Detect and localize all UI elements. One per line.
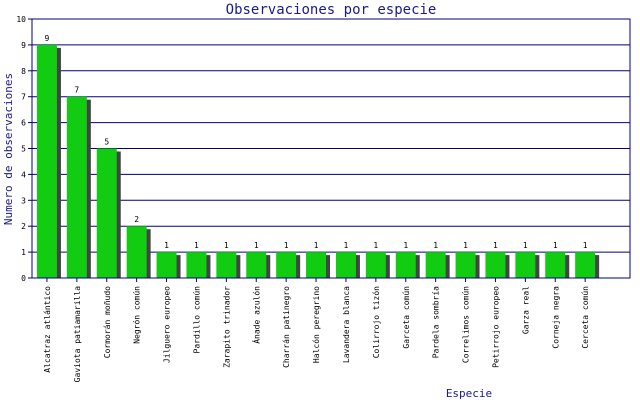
- y-tick-label-9: 9: [21, 41, 26, 50]
- bar-2: [96, 148, 117, 278]
- x-tick-label-13: Pardela sombría: [432, 286, 441, 358]
- x-tick-label-4: Jilguero europeo: [163, 286, 172, 363]
- data-label-3: 2: [134, 215, 139, 224]
- x-tick-label-3: Negrón común: [132, 286, 142, 344]
- bar-12: [395, 252, 416, 278]
- x-axis-ticks: Alcatraz atlántico Gaviota patiamarilla Co…: [43, 278, 590, 382]
- y-tick-label-7: 7: [21, 93, 26, 102]
- x-tick-label-10: Lavandera blanca: [342, 286, 351, 363]
- data-label-4: 1: [164, 241, 169, 250]
- data-label-16: 1: [523, 241, 528, 250]
- bar-15: [485, 252, 506, 278]
- y-tick-label-0: 0: [21, 274, 26, 283]
- y-tick-label-2: 2: [21, 222, 26, 231]
- x-axis-label: Especie: [446, 387, 492, 400]
- plot-frame: [31, 18, 631, 279]
- data-label-5: 1: [194, 241, 199, 250]
- bar-3: [126, 226, 147, 278]
- bar-16: [515, 252, 536, 278]
- bar-6: [216, 252, 237, 278]
- data-label-0: 9: [45, 34, 50, 43]
- data-label-10: 1: [344, 241, 349, 250]
- data-label-17: 1: [553, 241, 558, 250]
- y-tick-label-10: 10: [16, 15, 26, 24]
- x-tick-label-5: Pardillo común: [192, 286, 201, 354]
- data-label-2: 5: [104, 138, 109, 147]
- chart-title: Observaciones por especie: [226, 2, 437, 18]
- y-tick-label-3: 3: [21, 196, 26, 205]
- bar-1: [66, 96, 87, 278]
- bar-14: [455, 252, 476, 278]
- bar-5: [186, 252, 207, 278]
- data-label-14: 1: [463, 241, 468, 250]
- x-tick-label-9: Halcón peregrino: [311, 286, 321, 363]
- x-tick-label-6: Zarapito trinador: [222, 286, 231, 368]
- x-tick-label-18: Cerceta común: [581, 286, 590, 349]
- x-tick-label-12: Garceta común: [402, 286, 411, 349]
- x-tick-label-11: Colirrojo tizón: [371, 286, 381, 358]
- y-tick-label-8: 8: [21, 67, 26, 76]
- grid-lines: [32, 18, 630, 279]
- y-axis-label: Numero de observaciones: [2, 73, 15, 225]
- y-tick-label-6: 6: [21, 119, 26, 128]
- data-label-9: 1: [314, 241, 319, 250]
- x-tick-label-0: Alcatraz atlántico: [43, 286, 52, 373]
- bar-9: [306, 252, 327, 278]
- x-tick-label-17: Corneja negra: [551, 286, 560, 349]
- bar-8: [276, 252, 297, 278]
- data-label-12: 1: [403, 241, 408, 250]
- y-tick-label-1: 1: [21, 248, 26, 257]
- data-label-1: 7: [74, 86, 79, 95]
- x-tick-label-1: Gaviota patiamarilla: [73, 286, 82, 383]
- bars: [36, 44, 600, 279]
- x-tick-label-2: Cormorán moñudo: [103, 286, 112, 358]
- bar-10: [335, 252, 356, 278]
- bar-0: [36, 44, 57, 279]
- bar-18: [575, 252, 596, 278]
- y-tick-label-5: 5: [21, 145, 26, 154]
- x-tick-label-15: Petirrojo europeo: [491, 286, 500, 368]
- data-label-7: 1: [254, 241, 259, 250]
- bar-7: [246, 252, 267, 278]
- bar-11: [365, 252, 386, 278]
- bar-17: [545, 252, 566, 278]
- x-tick-label-8: Charrán patinegro: [282, 286, 291, 368]
- bar-13: [425, 252, 446, 278]
- y-tick-label-4: 4: [21, 170, 26, 179]
- x-tick-label-7: Ánade azulón: [250, 286, 261, 344]
- data-label-11: 1: [373, 241, 378, 250]
- bar-4: [156, 252, 177, 278]
- y-axis-ticks: 0 1 2 3 4 5 6 7 8 9 10: [16, 15, 32, 283]
- data-labels: 9 7 5 2 1 1 1 1 1 1 1 1 1 1 1 1 1 1 1: [45, 34, 588, 250]
- data-label-18: 1: [583, 241, 588, 250]
- data-label-6: 1: [224, 241, 229, 250]
- x-tick-label-14: Correlimos común: [462, 286, 471, 363]
- data-label-15: 1: [493, 241, 498, 250]
- data-label-13: 1: [433, 241, 438, 250]
- data-label-8: 1: [284, 241, 289, 250]
- x-tick-label-16: Garza real: [521, 286, 530, 334]
